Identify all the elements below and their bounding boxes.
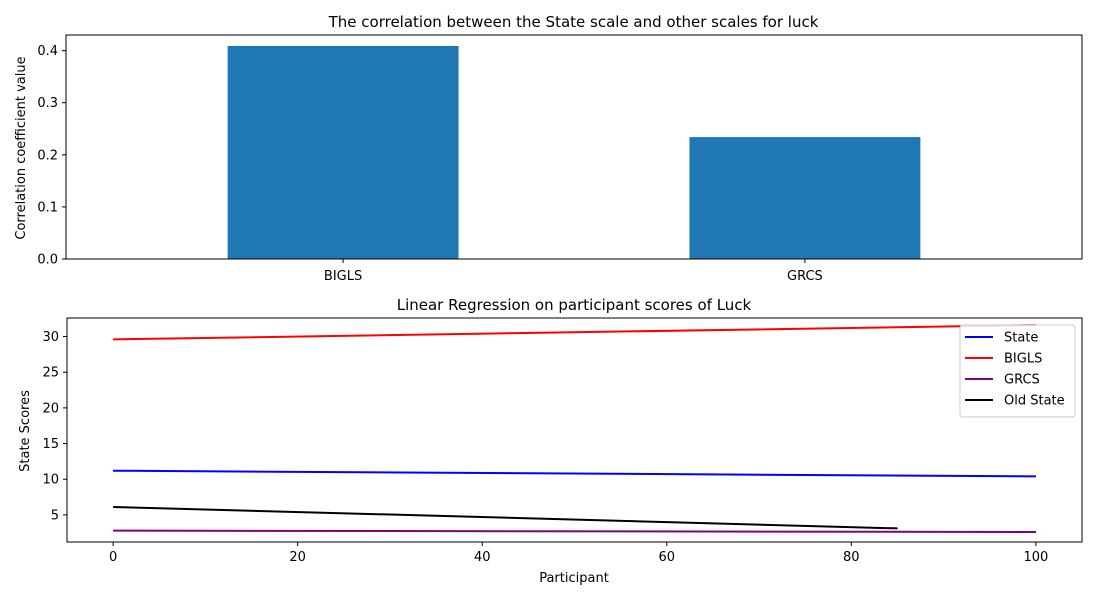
line-chart: Linear Regression on participant scores …	[18, 296, 1083, 586]
line-plot-area: 0 20 40 60 80 100 5 10 15 20 25 30	[42, 317, 1083, 565]
line-chart-x-axis-label: Participant	[539, 571, 609, 586]
line-chart-y-axis-label: State Scores	[18, 390, 33, 472]
bar-plot-area: BIGLS GRCS 0.0 0.1 0.2 0.3 0.4	[37, 34, 1083, 284]
y-tick-label: 10	[42, 473, 59, 488]
bar-plot-frame	[65, 34, 1083, 260]
y-tick-label: 20	[42, 401, 59, 416]
line-chart-title: Linear Regression on participant scores …	[397, 296, 752, 314]
y-tick-label: 25	[42, 366, 59, 381]
series-line-grcs	[113, 529, 1036, 533]
legend-label: BIGLS	[1004, 352, 1042, 367]
series-line-old-state	[113, 506, 898, 530]
y-tick-label: 0.4	[37, 44, 58, 59]
x-tick-label: 60	[658, 550, 675, 565]
x-tick-label: BIGLS	[324, 269, 362, 284]
series-line-state	[113, 469, 1036, 478]
y-tick-label: 15	[42, 437, 59, 452]
x-tick-label: 40	[474, 550, 491, 565]
legend-label: State	[1004, 331, 1038, 346]
y-tick-label: 0.1	[37, 200, 58, 215]
bar-chart-y-axis-label: Correlation coefficient value	[14, 56, 29, 239]
y-tick-label: 5	[51, 508, 59, 523]
legend-label: Old State	[1004, 394, 1065, 409]
y-tick-label: 0.3	[37, 96, 58, 111]
bar-grcs	[689, 137, 921, 259]
y-tick-label: 0.0	[37, 253, 58, 268]
x-tick-label: 80	[843, 550, 860, 565]
y-tick-label: 30	[42, 330, 59, 345]
x-tick-label: 20	[289, 550, 306, 565]
legend-frame	[959, 324, 1076, 418]
bar-chart-title: The correlation between the State scale …	[328, 13, 819, 31]
legend: State BIGLS GRCS Old State	[959, 324, 1076, 418]
series-line-bigls	[113, 324, 1036, 341]
x-tick-label: 100	[1023, 550, 1048, 565]
legend-label: GRCS	[1004, 373, 1040, 388]
x-tick-label: GRCS	[787, 269, 823, 284]
bar-chart: The correlation between the State scale …	[14, 13, 1083, 284]
x-tick-label: 0	[109, 550, 117, 565]
y-tick-label: 0.2	[37, 148, 58, 163]
line-plot-frame	[66, 317, 1083, 543]
bar-bigls	[227, 45, 459, 260]
